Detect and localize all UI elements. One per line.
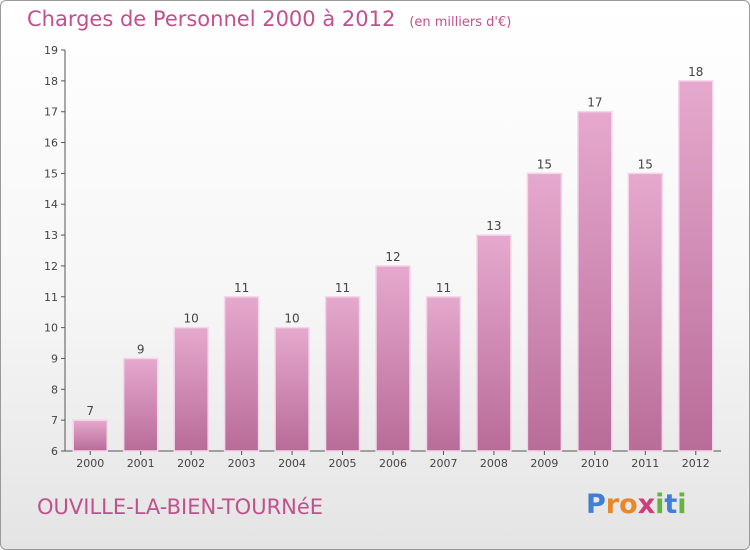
x-tick-label: 2002 <box>177 457 205 470</box>
bar-value-label: 11 <box>335 281 350 295</box>
x-tick-label: 2010 <box>581 457 609 470</box>
bar-value-label: 18 <box>688 65 703 79</box>
bar-value-label: 11 <box>436 281 451 295</box>
bar <box>678 80 714 452</box>
x-tick-label: 2007 <box>429 457 457 470</box>
x-tick-label: 2001 <box>127 457 155 470</box>
x-tick-label: 2012 <box>682 457 710 470</box>
y-tick-label: 8 <box>51 383 58 396</box>
x-tick-label: 2003 <box>228 457 256 470</box>
bar <box>476 234 512 452</box>
y-tick-label: 19 <box>44 44 58 57</box>
bar <box>173 326 209 452</box>
bar-value-label: 13 <box>486 219 501 233</box>
bar <box>72 419 108 452</box>
logo-letter: o <box>619 489 638 520</box>
y-tick-label: 15 <box>44 167 58 180</box>
y-tick-label: 13 <box>44 229 58 242</box>
logo-letter: i <box>655 489 665 520</box>
bar-value-label: 9 <box>137 342 145 356</box>
y-tick-label: 17 <box>44 106 58 119</box>
y-tick-label: 11 <box>44 291 58 304</box>
y-tick-label: 14 <box>44 198 58 211</box>
bar-value-label: 11 <box>234 281 249 295</box>
x-tick-label: 2008 <box>480 457 508 470</box>
bar-value-label: 10 <box>284 312 299 326</box>
bar <box>122 357 159 452</box>
title-unit: (en milliers d'€) <box>409 15 512 30</box>
logo-letter: t <box>664 489 678 520</box>
bar-value-label: 17 <box>587 96 602 110</box>
bar <box>324 296 361 452</box>
logo-letter: P <box>586 489 606 520</box>
y-tick-label: 12 <box>44 260 58 273</box>
x-tick-label: 2006 <box>379 457 407 470</box>
y-tick-label: 9 <box>51 352 58 365</box>
chart-title: Charges de Personnel 2000 à 2012 (en mill… <box>27 7 511 31</box>
bar <box>223 296 260 452</box>
commune-name: OUVILLE-LA-BIEN-TOURNéE <box>37 495 324 519</box>
bar <box>526 172 563 452</box>
bar <box>425 296 462 452</box>
x-tick-label: 2011 <box>631 457 659 470</box>
title-text: Charges de Personnel 2000 à 2012 <box>27 7 396 31</box>
logo-letter: x <box>637 489 656 520</box>
bar-value-label: 15 <box>537 157 552 171</box>
y-tick-label: 18 <box>44 75 58 88</box>
x-tick-label: 2009 <box>530 457 558 470</box>
logo-letter: i <box>677 489 687 520</box>
bar <box>375 265 411 452</box>
bar <box>627 172 664 452</box>
x-tick-label: 2000 <box>76 457 104 470</box>
bar-value-label: 10 <box>184 312 199 326</box>
bar-value-label: 15 <box>638 157 653 171</box>
bar <box>274 326 310 452</box>
proxiti-logo: Proxiti <box>586 489 687 520</box>
y-tick-label: 16 <box>44 137 58 150</box>
y-tick-label: 7 <box>51 414 58 427</box>
bar <box>577 110 613 452</box>
y-tick-label: 10 <box>44 322 58 335</box>
bar-value-label: 7 <box>86 404 94 418</box>
x-tick-label: 2005 <box>329 457 357 470</box>
bar-value-label: 12 <box>385 250 400 264</box>
y-tick-label: 6 <box>51 445 58 458</box>
x-tick-label: 2004 <box>278 457 306 470</box>
logo-letter: r <box>605 489 620 520</box>
